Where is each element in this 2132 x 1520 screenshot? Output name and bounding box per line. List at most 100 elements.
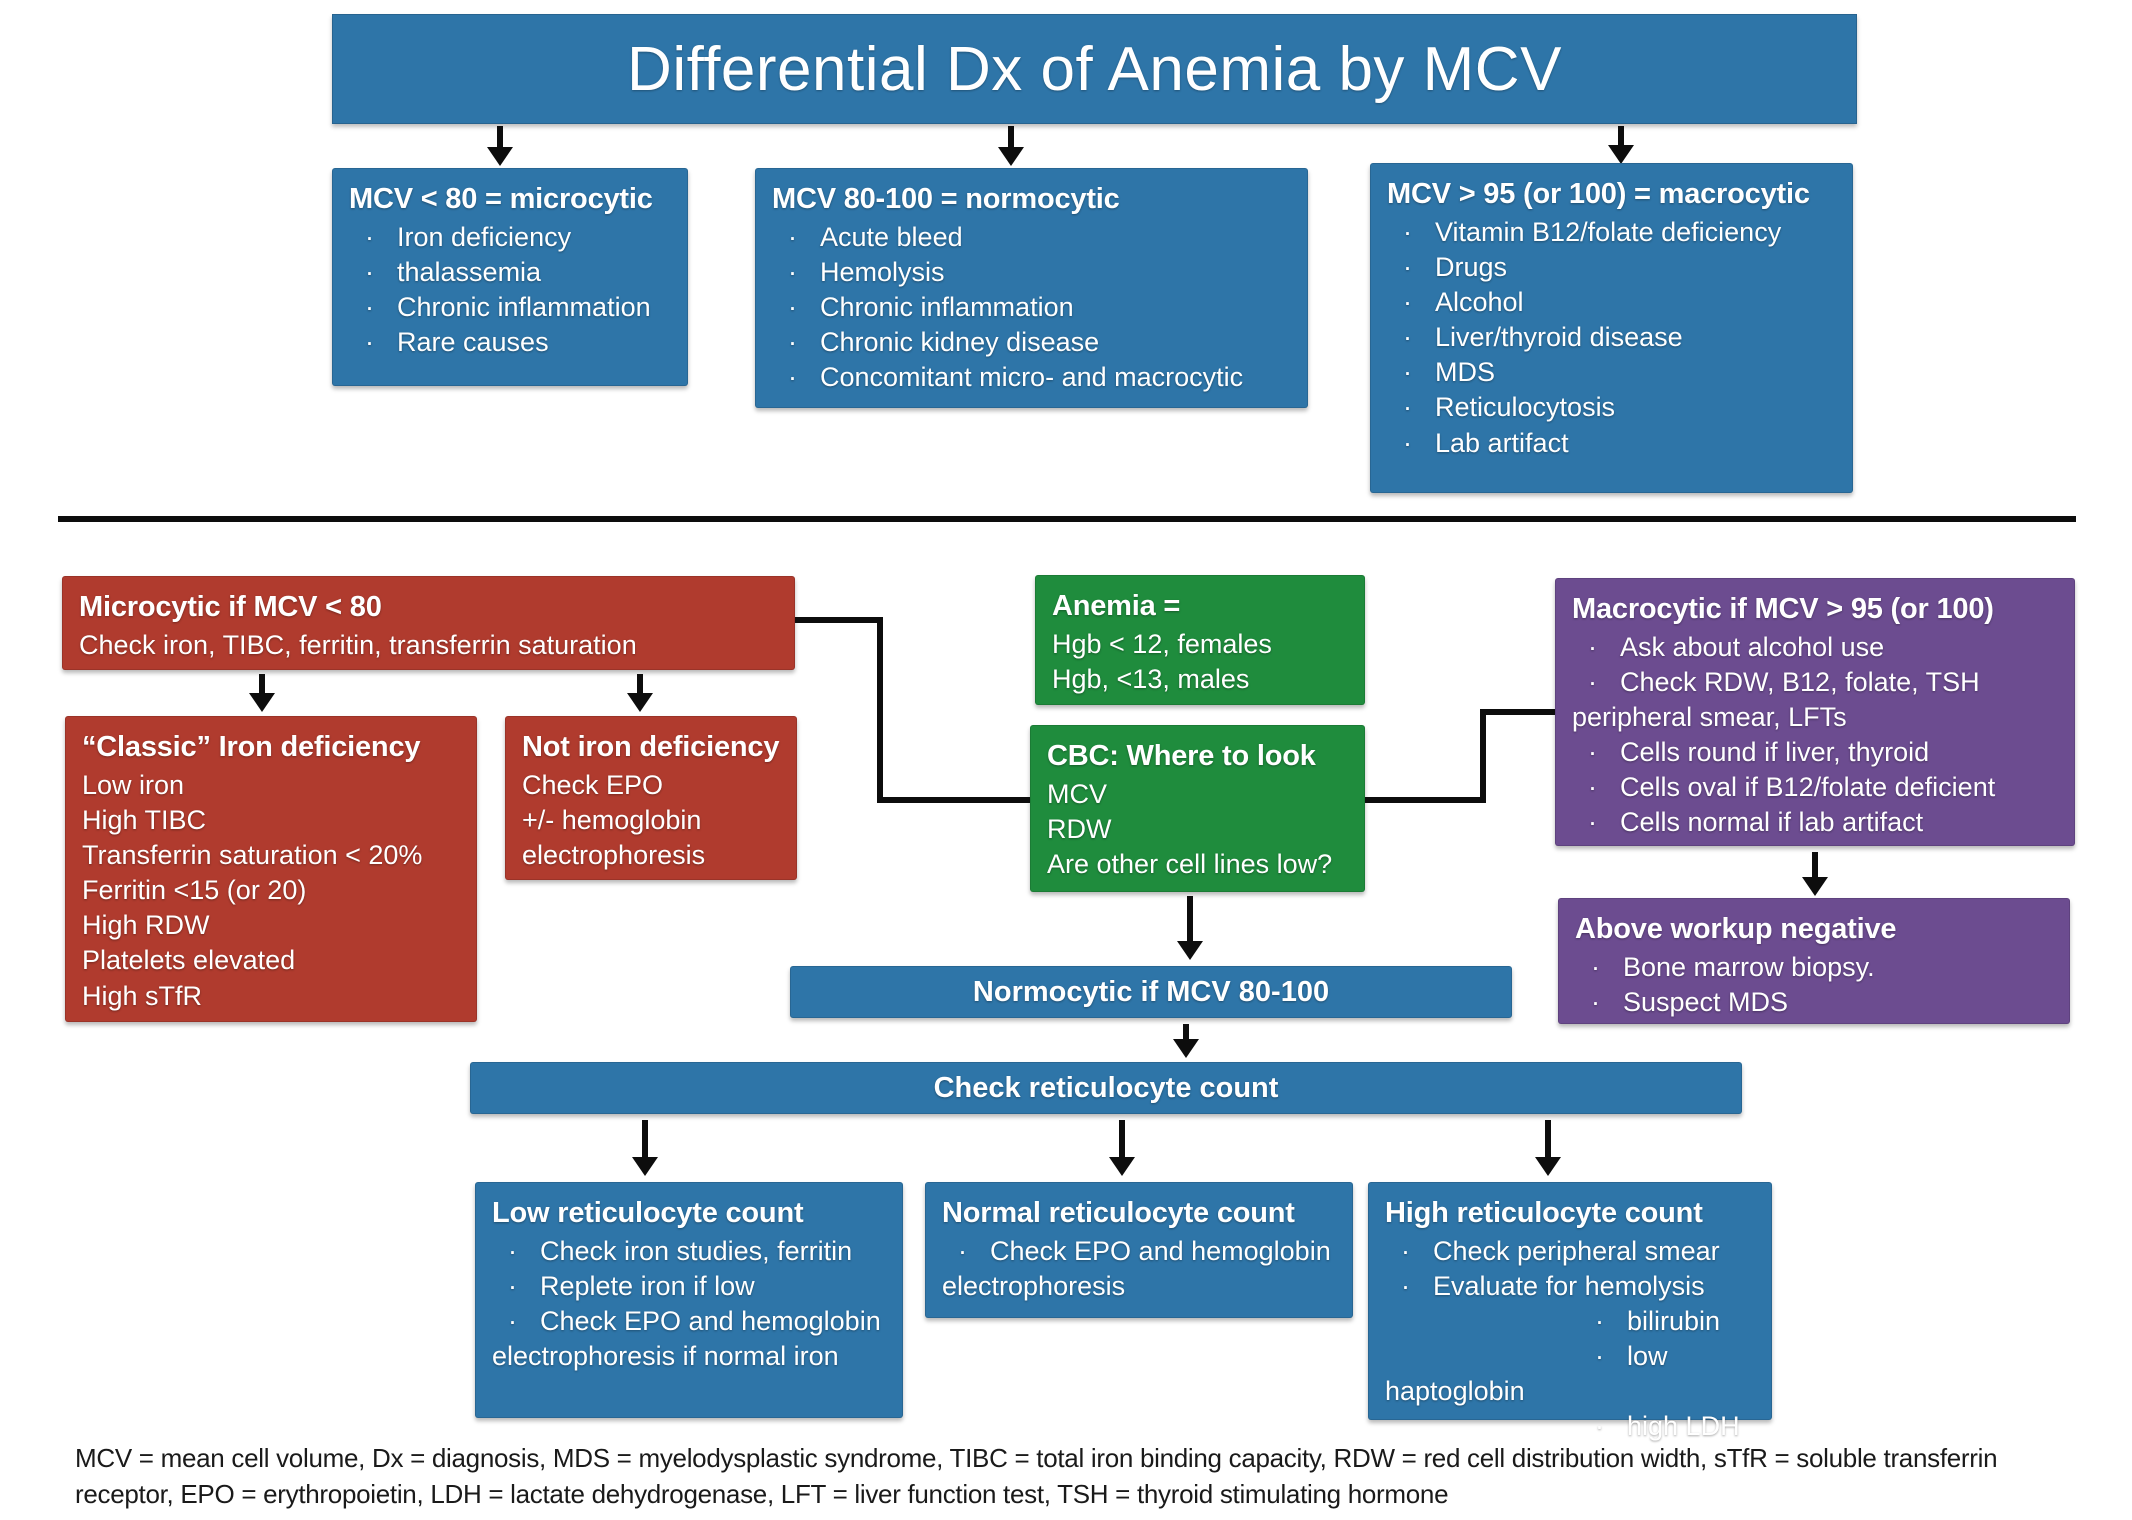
bullet-item: Reticulocytosis [1387, 390, 1836, 425]
box-heading: Anemia = [1052, 590, 1181, 622]
connector-line [1480, 709, 1555, 715]
bullet-list: Iron deficiencythalassemiaChronic inflam… [349, 220, 671, 360]
line-list: Hgb < 12, females Hgb, <13, males [1052, 627, 1348, 697]
bullet-item: Liver/thyroid disease [1387, 320, 1836, 355]
text-line: Hgb, <13, males [1052, 664, 1250, 695]
down-arrow-icon [1535, 1120, 1561, 1176]
box-high-reticulocyte: High reticulocyte count Check peripheral… [1368, 1182, 1772, 1441]
box-subtext: Check iron, TIBC, ferritin, transferrin … [79, 630, 637, 660]
box-heading: Normal reticulocyte count [942, 1197, 1295, 1229]
bullet-item: thalassemia [349, 255, 671, 290]
text-line: Transferrin saturation < 20% [82, 840, 423, 871]
bullet-item: Alcohol [1387, 285, 1836, 320]
bullet-list: Check EPO and hemoglobin electrophoresis [942, 1234, 1336, 1304]
text-line: Platelets elevated [82, 945, 296, 976]
bullet-item: Drugs [1387, 250, 1836, 285]
text-line: High TIBC [82, 805, 207, 836]
down-arrow-icon [632, 1120, 658, 1176]
text-line: Hgb < 12, females [1052, 629, 1272, 659]
bullet-item: Ask about alcohol use [1572, 630, 2058, 665]
line-list: MCV RDW Are other cell lines low? [1047, 777, 1348, 882]
banner-normocytic: Normocytic if MCV 80-100 [790, 966, 1512, 1018]
bullet-list: Vitamin B12/folate deficiencyDrugsAlcoho… [1387, 215, 1836, 461]
box-heading: MCV 80-100 = normocytic [772, 183, 1120, 215]
box-heading: MCV > 95 (or 100) = macrocytic [1387, 178, 1810, 210]
box-heading: “Classic” Iron deficiency [82, 731, 421, 763]
box-heading: Not iron deficiency [522, 731, 780, 763]
bullet-item: Chronic inflammation [772, 290, 1291, 325]
bullet-item: Bone marrow biopsy. [1575, 950, 2053, 985]
box-mcv-gt-95-macrocytic: MCV > 95 (or 100) = macrocytic Vitamin B… [1370, 163, 1853, 493]
box-microcytic-header: Microcytic if MCV < 80 Check iron, TIBC,… [62, 576, 795, 670]
bullet-item: Concomitant micro- and macrocytic [772, 360, 1291, 395]
text-line: RDW [1047, 814, 1112, 845]
line-list: Check EPO +/- hemoglobin electrophoresis [522, 768, 780, 873]
line-list: Low iron High TIBC Transferrin saturation … [82, 768, 460, 1014]
text-line: High RDW [82, 910, 210, 941]
box-not-iron-deficiency: Not iron deficiency Check EPO +/- hemoglo… [505, 716, 797, 880]
bullet-item: high LDH [1385, 1409, 1755, 1444]
box-heading: High reticulocyte count [1385, 1197, 1703, 1229]
box-cbc-where-to-look: CBC: Where to look MCV RDW Are other cell … [1030, 725, 1365, 892]
banner-check-reticulocyte: Check reticulocyte count [470, 1062, 1742, 1114]
bullet-list: Acute bleedHemolysisChronic inflammation… [772, 220, 1291, 395]
banner-text: Check reticulocyte count [933, 1071, 1279, 1104]
bullet-item: Iron deficiency [349, 220, 671, 255]
box-heading: CBC: Where to look [1047, 740, 1316, 772]
bullet-list: Check iron studies, ferritinReplete iron… [492, 1234, 886, 1374]
box-workup-negative: Above workup negative Bone marrow biopsy… [1558, 898, 2070, 1024]
text-line: Ferritin <15 (or 20) [82, 875, 307, 906]
bullet-item: Acute bleed [772, 220, 1291, 255]
connector-line [877, 617, 883, 803]
bullet-item: Check EPO and hemoglobin electrophoresis [942, 1234, 1336, 1304]
box-low-reticulocyte: Low reticulocyte count Check iron studie… [475, 1182, 903, 1418]
bullet-list: Check peripheral smearEvaluate for hemol… [1385, 1234, 1755, 1445]
down-arrow-icon [1173, 1024, 1199, 1058]
bullet-item: Cells oval if B12/folate deficient [1572, 770, 2058, 805]
box-normal-reticulocyte: Normal reticulocyte count Check EPO and … [925, 1182, 1353, 1318]
text-line: High sTfR [82, 980, 203, 1011]
bullet-item: Lab artifact [1387, 426, 1836, 461]
down-arrow-icon [1608, 126, 1634, 164]
box-mcv-lt-80-microcytic: MCV < 80 = microcytic Iron deficiencytha… [332, 168, 688, 386]
bullet-item: Replete iron if low [492, 1269, 886, 1304]
box-heading: Above workup negative [1575, 913, 1897, 945]
text-line: Low iron [82, 770, 185, 800]
box-macrocytic-workup: Macrocytic if MCV > 95 (or 100) Ask abou… [1555, 578, 2075, 846]
down-arrow-icon [1109, 1120, 1135, 1176]
connector-line [1480, 709, 1486, 803]
down-arrow-icon [487, 126, 513, 166]
text-line: Are other cell lines low? [1047, 849, 1333, 880]
down-arrow-icon [627, 674, 653, 712]
page-title: Differential Dx of Anemia by MCV [332, 14, 1857, 124]
bullet-item: Check iron studies, ferritin [492, 1234, 886, 1269]
text-line: +/- hemoglobin electrophoresis [522, 805, 706, 871]
section-divider [58, 516, 2076, 522]
connector-line [877, 797, 1030, 803]
down-arrow-icon [249, 674, 275, 712]
box-heading: Macrocytic if MCV > 95 (or 100) [1572, 593, 1994, 625]
down-arrow-icon [1177, 896, 1203, 960]
bullet-item: Cells round if liver, thyroid [1572, 735, 2058, 770]
bullet-item: Chronic kidney disease [772, 325, 1291, 360]
bullet-item: bilirubin [1385, 1304, 1755, 1339]
bullet-item: Cells normal if lab artifact [1572, 805, 2058, 840]
text-line: Check EPO [522, 770, 664, 800]
bullet-list: Ask about alcohol useCheck RDW, B12, fol… [1572, 630, 2058, 841]
box-heading: Low reticulocyte count [492, 1197, 804, 1229]
down-arrow-icon [998, 126, 1024, 166]
box-heading: MCV < 80 = microcytic [349, 183, 653, 215]
box-mcv-80-100-normocytic: MCV 80-100 = normocytic Acute bleedHemol… [755, 168, 1308, 408]
abbreviations-note: MCV = mean cell volume, Dx = diagnosis, … [75, 1443, 1998, 1510]
bullet-item: Check peripheral smear [1385, 1234, 1755, 1269]
bullet-item: Vitamin B12/folate deficiency [1387, 215, 1836, 250]
bullet-item: low haptoglobin [1385, 1339, 1755, 1409]
banner-text: Normocytic if MCV 80-100 [972, 975, 1330, 1008]
box-classic-iron-deficiency: “Classic” Iron deficiency Low iron High T… [65, 716, 477, 1022]
bullet-item: Rare causes [349, 325, 671, 360]
down-arrow-icon [1802, 852, 1828, 896]
bullet-item: Suspect MDS [1575, 985, 2053, 1020]
bullet-item: Chronic inflammation [349, 290, 671, 325]
bullet-item: Check EPO and hemoglobin electrophoresis… [492, 1304, 886, 1374]
text-line: MCV [1047, 779, 1107, 809]
